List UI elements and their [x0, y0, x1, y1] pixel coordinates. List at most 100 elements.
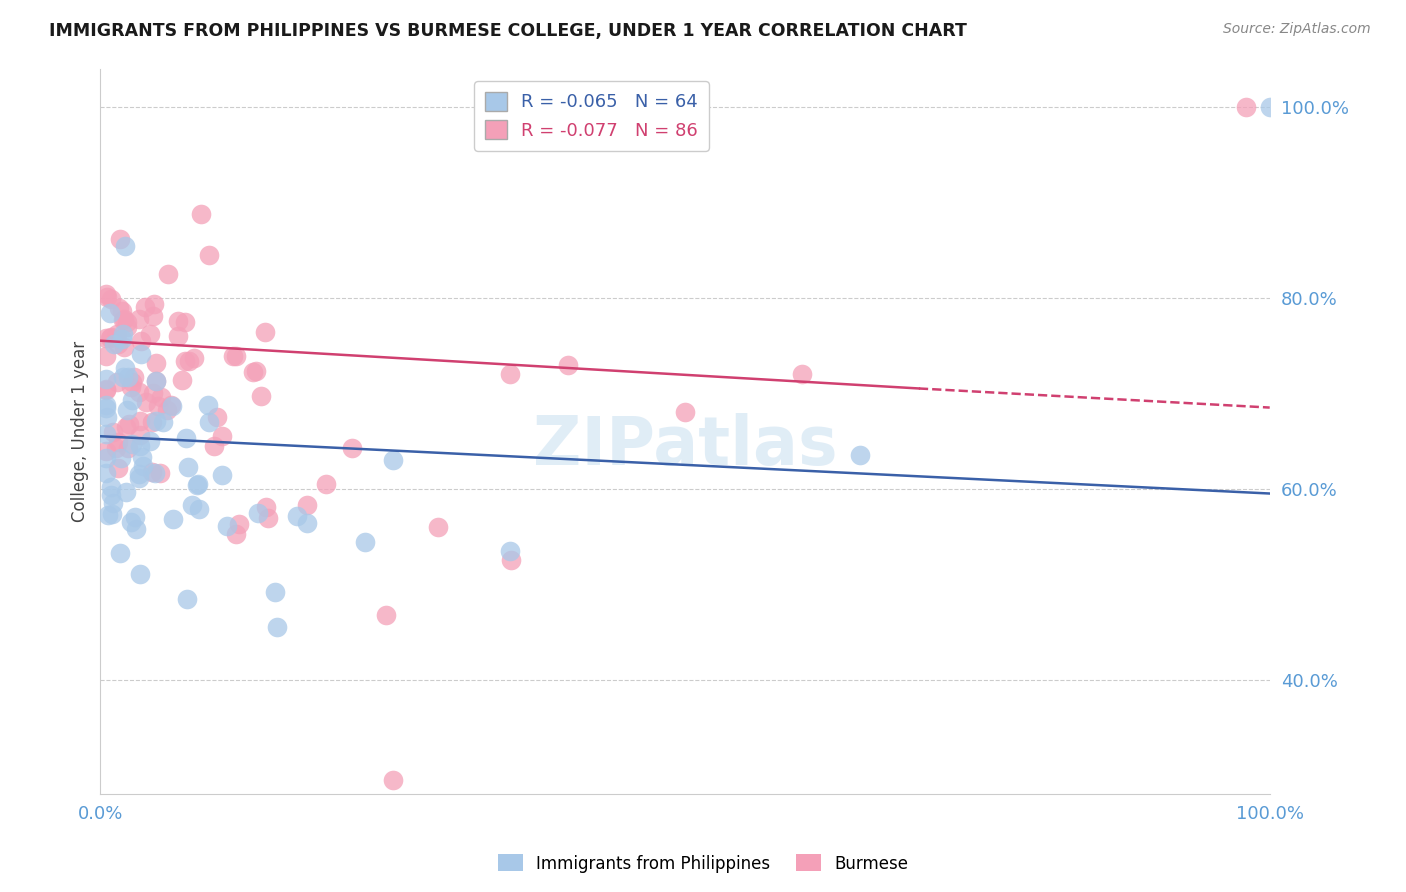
Point	[150, 390, 173, 404]
Point	[111, 313, 134, 327]
Point	[121, 393, 143, 408]
Point	[117, 417, 139, 432]
Point	[100, 488, 122, 502]
Point	[111, 370, 134, 384]
Point	[111, 332, 134, 346]
Point	[112, 340, 135, 354]
Point	[155, 403, 177, 417]
Point	[129, 567, 152, 582]
Point	[128, 467, 150, 481]
Point	[110, 451, 132, 466]
Point	[149, 466, 172, 480]
Point	[108, 546, 131, 560]
Point	[145, 374, 167, 388]
Point	[129, 427, 152, 442]
Point	[142, 309, 165, 323]
Point	[131, 459, 153, 474]
Point	[160, 398, 183, 412]
Point	[187, 502, 209, 516]
Point	[98, 306, 121, 320]
Point	[131, 347, 153, 361]
Point	[217, 519, 239, 533]
Point	[96, 443, 118, 458]
Point	[96, 398, 118, 412]
Point	[849, 448, 872, 462]
Point	[198, 415, 221, 429]
Point	[96, 349, 118, 363]
Point	[117, 441, 139, 455]
Point	[374, 608, 396, 623]
Point	[242, 365, 264, 379]
Point	[142, 297, 165, 311]
Point	[112, 326, 135, 341]
Text: IMMIGRANTS FROM PHILIPPINES VS BURMESE COLLEGE, UNDER 1 YEAR CORRELATION CHART: IMMIGRANTS FROM PHILIPPINES VS BURMESE C…	[49, 22, 967, 40]
Point	[157, 268, 180, 282]
Point	[107, 337, 129, 351]
Point	[176, 592, 198, 607]
Point	[128, 471, 150, 485]
Point	[96, 427, 118, 442]
Point	[121, 437, 143, 451]
Point	[211, 467, 233, 482]
Point	[115, 402, 138, 417]
Legend: Immigrants from Philippines, Burmese: Immigrants from Philippines, Burmese	[492, 847, 914, 880]
Point	[114, 238, 136, 252]
Point	[114, 311, 136, 326]
Point	[207, 410, 229, 425]
Point	[790, 367, 813, 381]
Point	[186, 478, 208, 492]
Point	[142, 386, 165, 401]
Point	[427, 520, 450, 534]
Point	[120, 515, 142, 529]
Point	[114, 361, 136, 376]
Point	[107, 435, 129, 450]
Point	[174, 432, 197, 446]
Point	[354, 535, 377, 549]
Point	[115, 484, 138, 499]
Point	[96, 287, 118, 301]
Point	[139, 434, 162, 449]
Point	[225, 526, 247, 541]
Point	[381, 772, 404, 787]
Point	[101, 507, 124, 521]
Point	[107, 301, 129, 316]
Point	[202, 439, 225, 453]
Point	[141, 415, 163, 429]
Point	[211, 429, 233, 443]
Point	[103, 336, 125, 351]
Point	[135, 395, 157, 409]
Point	[257, 511, 280, 525]
Point	[131, 334, 153, 348]
Point	[129, 439, 152, 453]
Point	[115, 315, 138, 329]
Point	[287, 509, 309, 524]
Point	[249, 389, 271, 403]
Point	[498, 544, 520, 558]
Point	[128, 385, 150, 400]
Point	[222, 349, 245, 363]
Point	[117, 370, 139, 384]
Point	[1258, 100, 1281, 114]
Point	[167, 328, 190, 343]
Point	[121, 375, 143, 389]
Point	[111, 304, 134, 318]
Point	[247, 506, 270, 520]
Point	[254, 325, 277, 339]
Point	[197, 398, 219, 412]
Point	[96, 331, 118, 345]
Point	[187, 477, 209, 491]
Point	[225, 349, 247, 363]
Point	[128, 311, 150, 326]
Point	[295, 516, 318, 530]
Point	[100, 480, 122, 494]
Point	[245, 364, 267, 378]
Y-axis label: College, Under 1 year: College, Under 1 year	[72, 341, 89, 522]
Point	[297, 498, 319, 512]
Point	[266, 620, 288, 634]
Point	[100, 329, 122, 343]
Point	[96, 450, 118, 465]
Point	[183, 351, 205, 365]
Point	[96, 372, 118, 386]
Point	[129, 414, 152, 428]
Point	[190, 207, 212, 221]
